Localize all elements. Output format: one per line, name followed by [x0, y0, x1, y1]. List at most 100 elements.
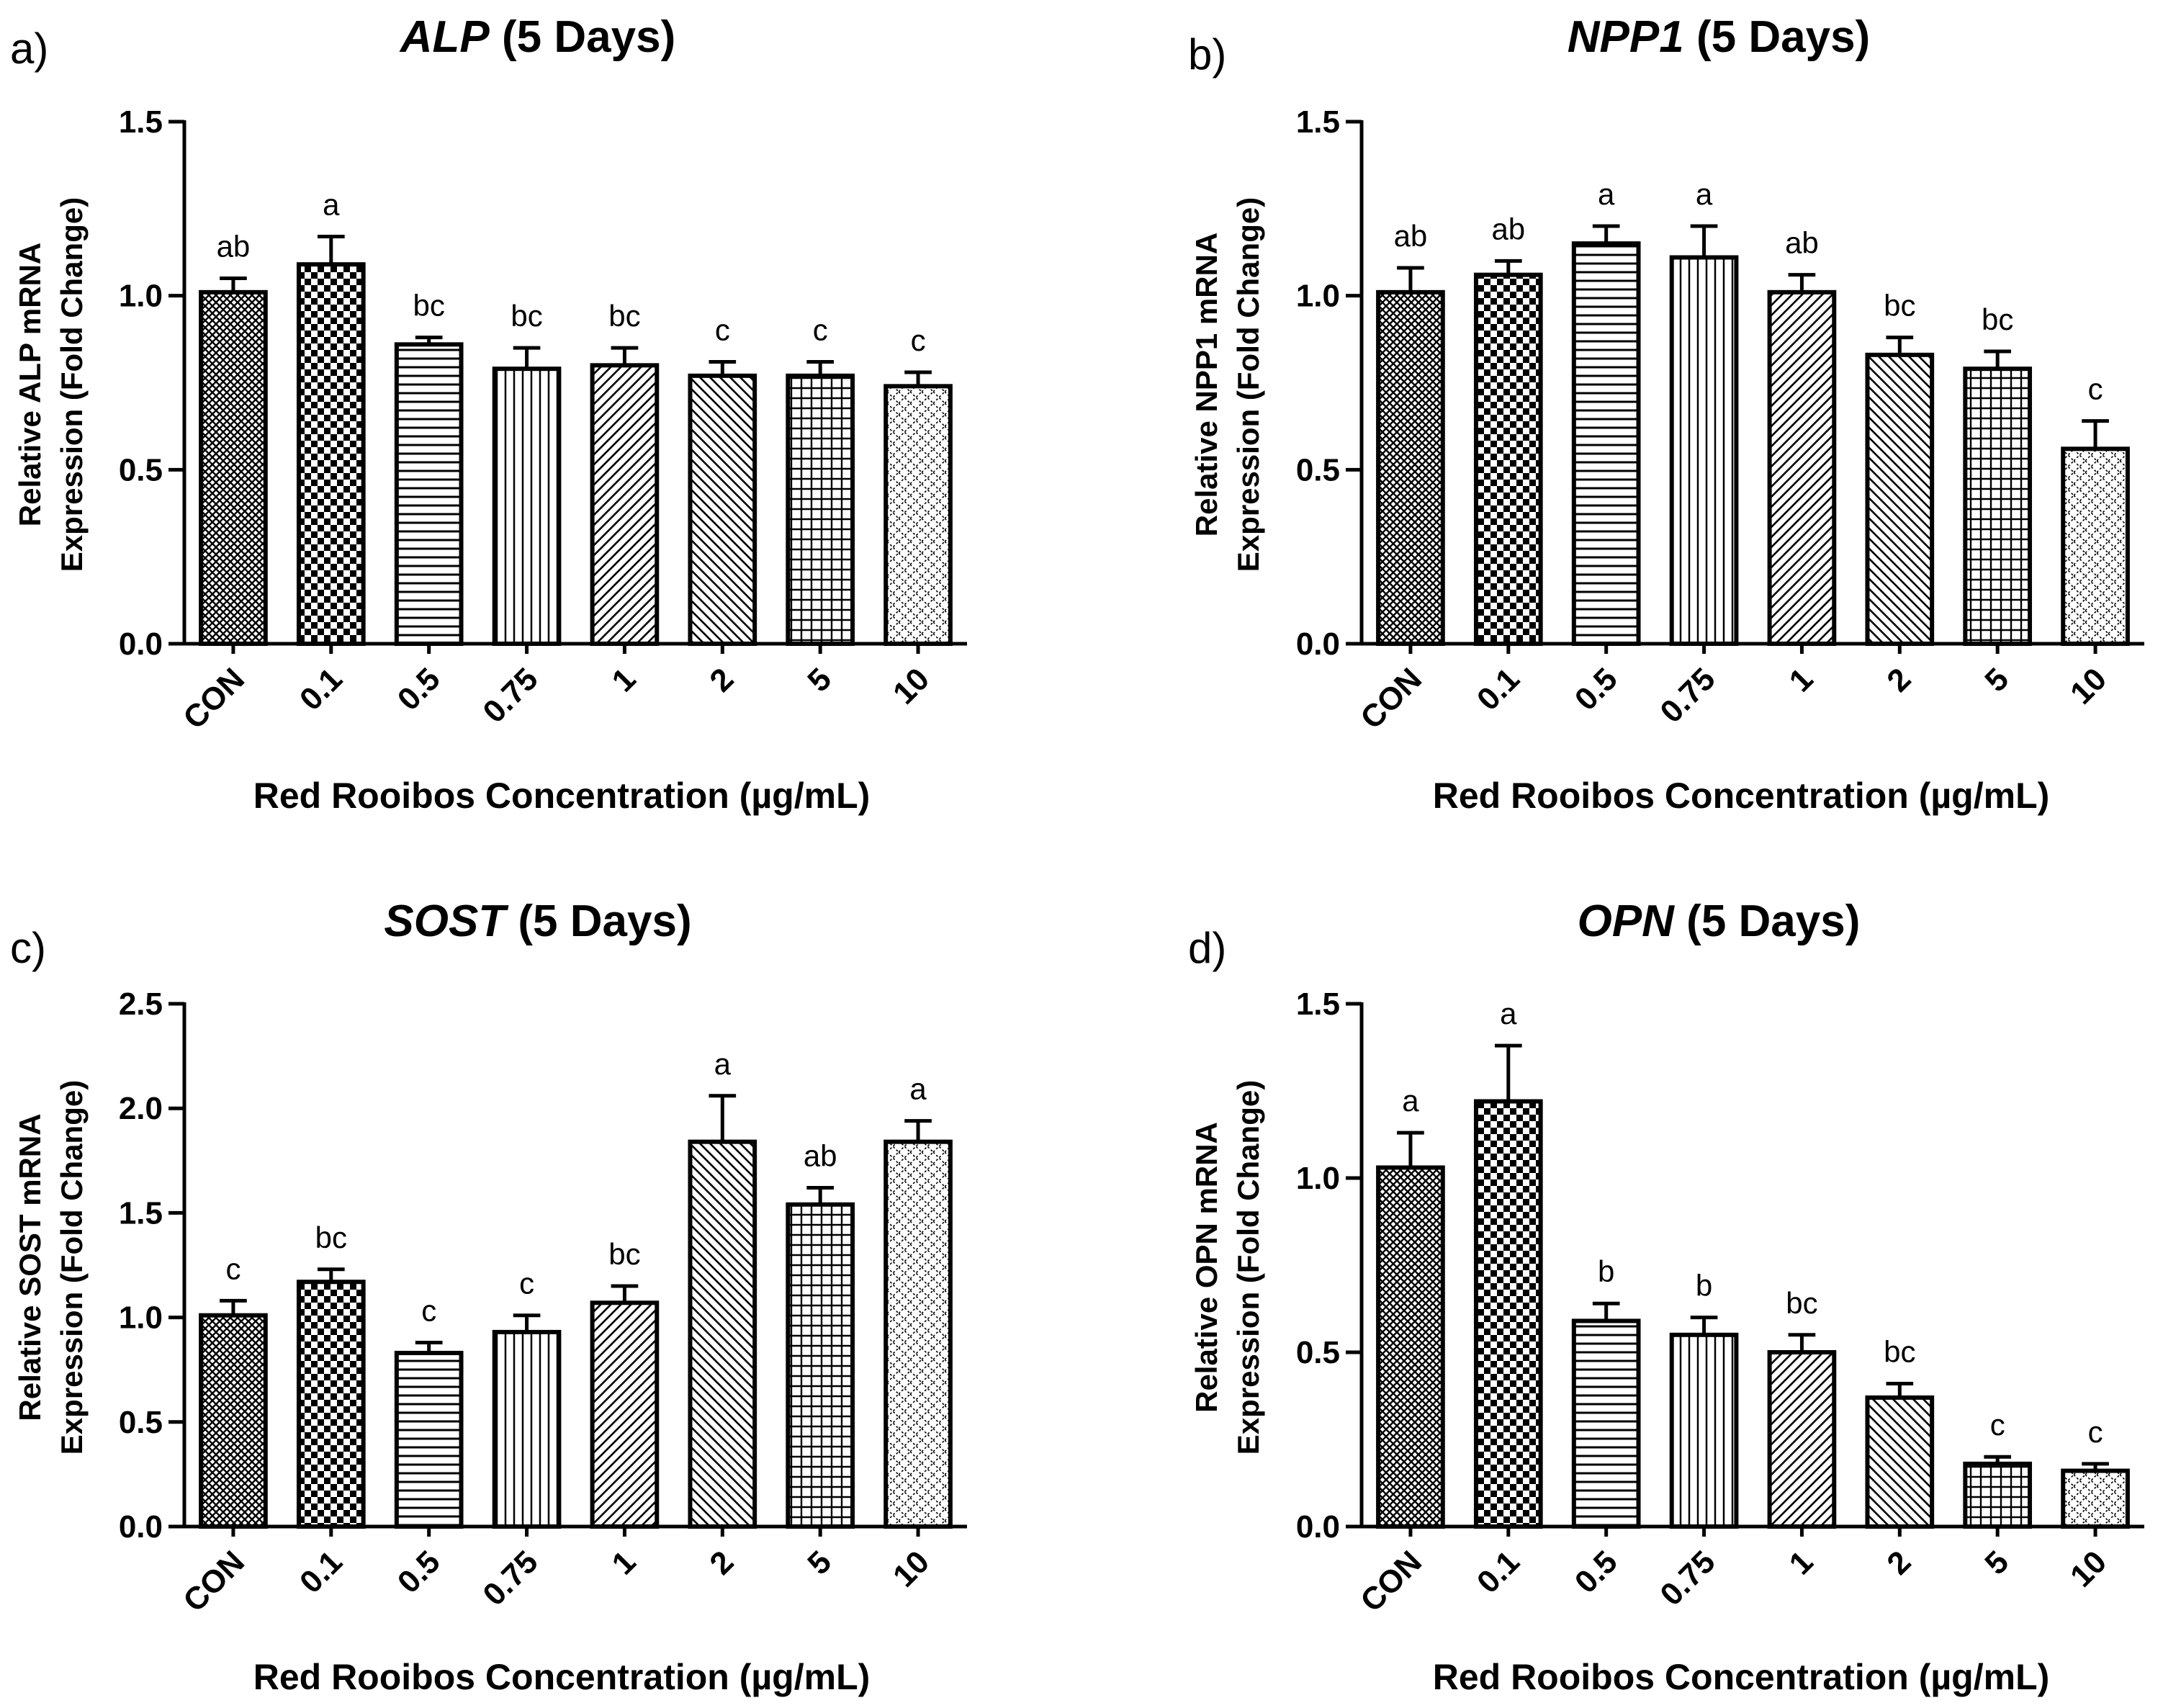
x-axis-label: Red Rooibos Concentration (µg/mL): [253, 1657, 871, 1697]
y-axis-label-line2: Expression (Fold Change): [55, 1080, 89, 1455]
bar: [199, 289, 268, 646]
title-gene: OPN: [1578, 896, 1676, 946]
y-tick-label: 1.5: [119, 1195, 163, 1231]
y-axis-label-line1: Relative ALP mRNA: [13, 243, 47, 526]
significance-label: bc: [608, 1237, 640, 1271]
y-axis-label-line2: Expression (Fold Change): [1231, 1080, 1265, 1455]
y-tick-label: 1.0: [1296, 279, 1340, 314]
y-tick-label: 2.0: [119, 1091, 163, 1126]
title-gene: NPP1: [1568, 12, 1684, 62]
y-tick-label: 1.0: [1296, 1161, 1340, 1196]
significance-label: bc: [1786, 1286, 1817, 1320]
x-tick-label: 10: [886, 1544, 936, 1594]
significance-label: a: [1696, 177, 1713, 211]
bar: [394, 342, 464, 646]
significance-label: c: [1990, 1408, 2005, 1442]
x-tick-label: 1: [606, 661, 643, 698]
chart-title: ALP (5 Days): [399, 12, 675, 62]
x-tick-label: 2: [703, 1544, 740, 1581]
bar: [883, 1139, 953, 1529]
bar: [1571, 1318, 1641, 1529]
significance-label: a: [1598, 177, 1615, 211]
title-gene: SOST: [384, 896, 509, 946]
bar: [786, 1202, 855, 1529]
bar: [1669, 1332, 1739, 1529]
bar: [2061, 446, 2130, 646]
x-tick-label: 0.75: [476, 1544, 544, 1612]
x-tick-label: 0.75: [476, 661, 544, 729]
y-tick-label: 0.0: [119, 1509, 163, 1545]
y-tick-label: 1.5: [1296, 986, 1340, 1022]
y-axis-label-line1: Relative SOST mRNA: [13, 1113, 47, 1421]
y-axis-label-line2: Expression (Fold Change): [55, 197, 89, 572]
bar: [1865, 1395, 1935, 1529]
bar: [590, 363, 660, 646]
significance-label: a: [1500, 997, 1517, 1030]
x-tick-label: 0.1: [293, 1544, 349, 1600]
chart-title: OPN (5 Days): [1578, 896, 1861, 946]
plot-area: a CON a 0.1 b 0.5 b 0.75 bc 1 bc 2 c 5 c 10 0.0 0.5 1.0 1.5: [1296, 986, 2144, 1619]
bar: [1473, 272, 1543, 646]
y-axis-label-line1: Relative OPN mRNA: [1190, 1122, 1223, 1413]
x-axis-label: Red Rooibos Concentration (µg/mL): [253, 776, 871, 816]
significance-label: bc: [1982, 302, 2013, 336]
significance-label: c: [813, 313, 828, 347]
title-gene: ALP: [399, 12, 490, 62]
panel-c: c) SOST (5 Days) Relative SOST mRNA Expr…: [10, 896, 967, 1697]
x-tick-label: 5: [801, 1544, 838, 1581]
panel-label: c): [10, 924, 46, 972]
significance-label: ab: [1785, 226, 1819, 260]
x-tick-label: 0.75: [1653, 1544, 1722, 1612]
title-suffix: (5 Days): [1674, 896, 1860, 946]
panel-label: b): [1188, 30, 1226, 78]
bar: [1376, 1165, 1445, 1529]
x-tick-label: 5: [801, 661, 838, 698]
plot-area: ab CON a 0.1 bc 0.5 bc 0.75 bc 1 c 2 c 5 c 10 0.0 0.5 1.0 1…: [119, 104, 967, 736]
significance-label: bc: [511, 299, 542, 333]
x-tick-label: 10: [2064, 661, 2113, 711]
x-tick-label: 1: [1783, 661, 1820, 698]
bar: [1767, 1350, 1837, 1529]
significance-label: b: [1598, 1254, 1614, 1288]
plot-area: c CON bc 0.1 c 0.5 c 0.75 bc 1 a 2 ab 5 a 10 0.0 0.5 1.0 1.…: [119, 986, 967, 1619]
bar: [1376, 289, 1445, 646]
bar: [883, 384, 953, 646]
y-tick-label: 0.0: [1296, 1509, 1340, 1545]
x-tick-label: 0.5: [1568, 1544, 1624, 1600]
y-tick-label: 0.0: [1296, 626, 1340, 662]
x-tick-label: 10: [2064, 1544, 2113, 1594]
chart-title: SOST (5 Days): [384, 896, 691, 946]
title-suffix: (5 Days): [1684, 12, 1870, 62]
x-tick-label: CON: [1354, 1544, 1429, 1619]
bar: [1669, 255, 1739, 646]
bar: [1865, 352, 1935, 646]
significance-label: bc: [608, 299, 640, 333]
x-tick-label: 5: [1978, 1544, 2015, 1581]
bar: [1571, 241, 1641, 646]
panel-label: a): [10, 24, 48, 73]
title-suffix: (5 Days): [490, 12, 675, 62]
bar: [786, 373, 855, 646]
panel-b: b) NPP1 (5 Days) Relative NPP1 mRNA Expr…: [1188, 12, 2144, 816]
y-tick-label: 1.5: [1296, 104, 1340, 140]
significance-label: c: [2088, 372, 2103, 406]
significance-label: ab: [804, 1139, 837, 1173]
bar: [688, 1139, 757, 1529]
y-tick-label: 0.5: [119, 452, 163, 487]
significance-label: a: [1402, 1084, 1419, 1118]
significance-label: bc: [1884, 289, 1915, 323]
x-axis-label: Red Rooibos Concentration (µg/mL): [1433, 776, 2050, 816]
panel-label: d): [1188, 924, 1226, 972]
x-tick-label: CON: [176, 1544, 251, 1619]
significance-label: a: [323, 188, 340, 222]
significance-label: ab: [1394, 219, 1428, 253]
x-axis-label: Red Rooibos Concentration (µg/mL): [1433, 1657, 2050, 1697]
significance-label: ab: [1491, 212, 1525, 246]
y-axis-label-line2: Expression (Fold Change): [1231, 197, 1265, 572]
x-tick-label: CON: [176, 661, 251, 736]
significance-label: bc: [315, 1221, 347, 1254]
bar: [492, 1329, 562, 1529]
x-tick-label: 0.75: [1653, 661, 1722, 729]
x-tick-label: 2: [1880, 661, 1917, 698]
